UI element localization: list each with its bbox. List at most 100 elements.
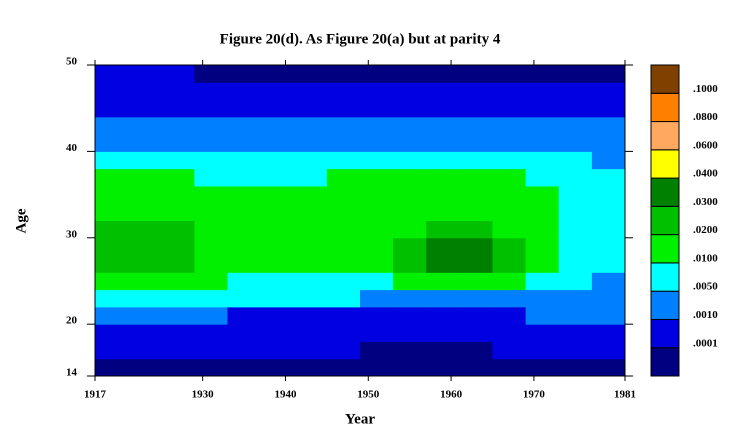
- contour-cell: [194, 185, 228, 204]
- contour-cell: [558, 341, 593, 360]
- colorbar-label: .0800: [693, 111, 718, 123]
- contour-cell: [326, 237, 361, 256]
- contour-cell: [591, 255, 626, 273]
- contour-cell: [95, 358, 129, 377]
- colorbar-label: .0100: [693, 252, 718, 264]
- contour-cell: [459, 220, 493, 239]
- contour-cell: [393, 82, 427, 101]
- contour-cell: [492, 255, 527, 273]
- contour-cell: [260, 358, 295, 377]
- contour-cell: [558, 151, 593, 170]
- contour-cell: [326, 203, 361, 221]
- contour-cell: [95, 272, 129, 291]
- contour-cell: [360, 255, 394, 273]
- contour-cell: [360, 65, 394, 83]
- contour-cell: [194, 341, 228, 360]
- contour-cell: [360, 237, 394, 256]
- contour-cell: [227, 341, 262, 360]
- contour-cell: [95, 324, 129, 342]
- contour-cell: [459, 272, 493, 291]
- contour-cell: [260, 185, 295, 204]
- chart-title: Figure 20(d). As Figure 20(a) but at par…: [220, 31, 501, 47]
- contour-cell: [95, 151, 129, 170]
- contour-cell: [128, 289, 162, 308]
- contour-cell: [426, 272, 460, 291]
- contour-cell: [227, 272, 262, 291]
- contour-cell: [525, 185, 560, 204]
- contour-cell: [591, 116, 626, 135]
- contour-cell: [194, 203, 228, 221]
- contour-cell: [194, 99, 228, 118]
- contour-cell: [128, 220, 162, 239]
- contour-cell: [360, 289, 394, 308]
- contour-cell: [326, 134, 361, 152]
- contour-cell: [360, 324, 394, 342]
- contour-cell: [360, 358, 394, 377]
- contour-cell: [360, 306, 394, 325]
- contour-cell: [260, 220, 295, 239]
- contour-cell: [426, 237, 460, 256]
- contour-cell: [128, 358, 162, 377]
- colorbar-box: [650, 92, 680, 123]
- contour-cell: [426, 358, 460, 377]
- contour-cell: [525, 289, 560, 308]
- contour-cell: [492, 99, 527, 118]
- contour-cell: [459, 306, 493, 325]
- contour-cell: [558, 99, 593, 118]
- contour-cell: [293, 65, 328, 83]
- contour-cell: [194, 272, 228, 291]
- contour-cell: [492, 151, 527, 170]
- x-tick-label: 1970: [523, 389, 546, 401]
- contour-cell: [558, 255, 593, 273]
- contour-cell: [525, 324, 560, 342]
- contour-cell: [360, 151, 394, 170]
- contour-cell: [459, 116, 493, 135]
- contour-cell: [161, 341, 195, 360]
- colorbar-label: .0200: [693, 224, 718, 236]
- contour-cell: [426, 134, 460, 152]
- contour-cell: [558, 324, 593, 342]
- contour-cell: [591, 203, 626, 221]
- colorbar-box: [650, 149, 680, 179]
- contour-cell: [326, 82, 361, 101]
- contour-cell: [293, 237, 328, 256]
- y-tick-label: 40: [66, 142, 78, 154]
- contour-cell: [326, 272, 361, 291]
- contour-cell: [360, 134, 394, 152]
- colorbar-box: [650, 347, 680, 377]
- contour-cell: [492, 341, 527, 360]
- contour-cell: [360, 99, 394, 118]
- y-tick-label: 14: [66, 367, 78, 379]
- contour-cell: [492, 272, 527, 291]
- contour-cell: [393, 65, 427, 83]
- contour-cell: [459, 358, 493, 377]
- plot-frame: [94, 64, 626, 377]
- contour-cell: [326, 289, 361, 308]
- contour-cell: [393, 220, 427, 239]
- contour-cell: [227, 116, 262, 135]
- contour-cell: [591, 134, 626, 152]
- contour-cell: [293, 82, 328, 101]
- contour-cell: [591, 289, 626, 308]
- contour-cell: [128, 237, 162, 256]
- contour-cell: [459, 289, 493, 308]
- contour-cell: [326, 65, 361, 83]
- contour-cell: [95, 116, 129, 135]
- contour-cell: [360, 341, 394, 360]
- contour-cell: [558, 358, 593, 377]
- contour-cell: [293, 116, 328, 135]
- contour-cell: [393, 272, 427, 291]
- contour-cell: [525, 341, 560, 360]
- contour-cell: [459, 65, 493, 83]
- contour-cell: [326, 255, 361, 273]
- contour-cell: [426, 185, 460, 204]
- contour-cell: [227, 134, 262, 152]
- contour-cell: [161, 306, 195, 325]
- contour-cell: [128, 116, 162, 135]
- contour-cell: [426, 324, 460, 342]
- contour-cell: [95, 341, 129, 360]
- colorbar-box: [650, 177, 680, 207]
- contour-cell: [525, 272, 560, 291]
- contour-cell: [326, 306, 361, 325]
